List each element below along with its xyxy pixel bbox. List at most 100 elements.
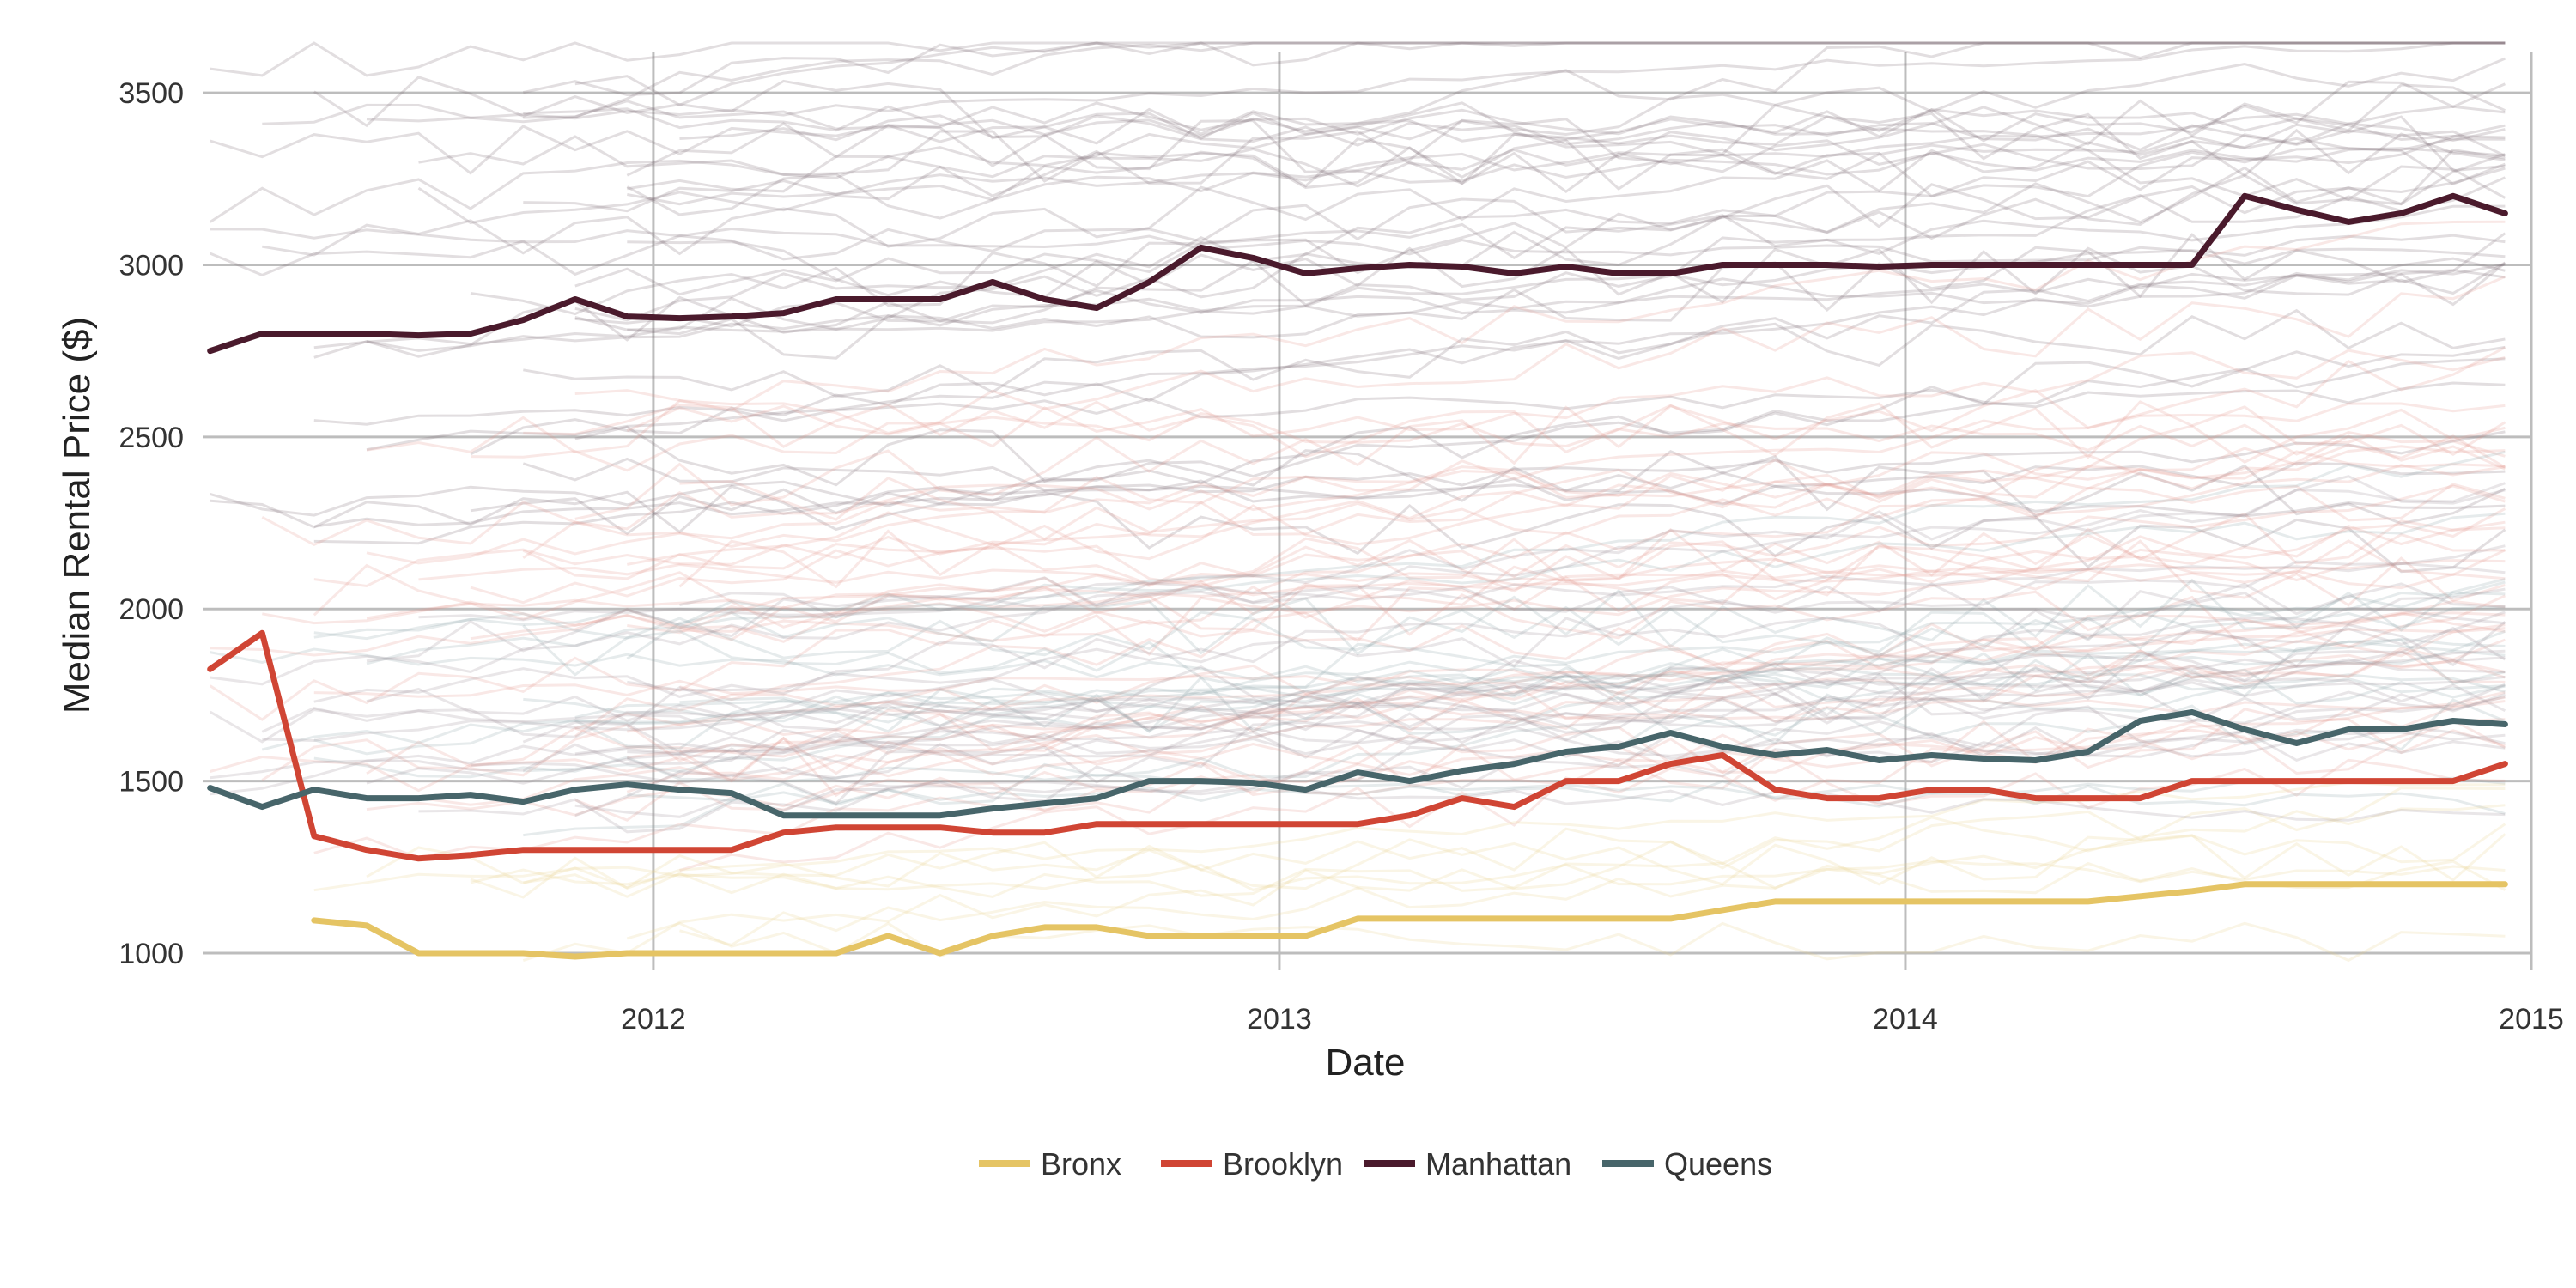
background-line xyxy=(470,153,2506,316)
background-line xyxy=(523,100,2506,142)
background-line xyxy=(366,263,2506,452)
background-line xyxy=(522,483,2506,559)
series-line-bronx xyxy=(311,881,2508,960)
background-line xyxy=(626,621,2506,732)
x-axis-title: Date xyxy=(1326,1042,1406,1084)
background-line xyxy=(574,261,2506,328)
background-line xyxy=(678,719,2506,783)
background-line xyxy=(366,833,2506,890)
background-line xyxy=(523,400,2506,459)
legend-item-bronx: Bronx xyxy=(979,1146,1121,1182)
legend-item-queens: Queens xyxy=(1602,1146,1772,1182)
background-line xyxy=(366,638,2506,775)
background-line xyxy=(627,587,2506,761)
y-tick-label: 3000 xyxy=(118,249,184,282)
x-tick-label: 2013 xyxy=(1247,1003,1312,1036)
background-line xyxy=(210,647,2506,694)
background-line xyxy=(522,624,2506,705)
background-line xyxy=(470,345,2506,536)
background-line xyxy=(418,599,2506,806)
background-line xyxy=(210,118,2506,175)
background-line xyxy=(210,167,2506,277)
legend-label: Queens xyxy=(1664,1146,1772,1182)
background-line xyxy=(574,41,2506,106)
background-line xyxy=(679,823,2506,947)
background-line xyxy=(210,651,2506,780)
background-line xyxy=(627,728,2506,763)
background-line xyxy=(366,41,2506,123)
background-line xyxy=(313,450,2506,588)
background-line xyxy=(262,649,2506,743)
background-line xyxy=(626,578,2506,660)
background-line xyxy=(313,696,2506,860)
background-line xyxy=(313,269,2506,349)
background-line xyxy=(366,672,2506,722)
background-line xyxy=(209,57,2506,223)
background-neighborhood-lines xyxy=(209,41,2506,963)
background-line xyxy=(523,693,2506,751)
background-line xyxy=(366,204,2506,358)
background-line xyxy=(261,649,2506,781)
background-line xyxy=(262,41,2506,125)
background-line xyxy=(574,638,2506,750)
background-line xyxy=(366,559,2506,620)
background-line xyxy=(470,257,2506,456)
background-line xyxy=(574,725,2506,818)
background-line xyxy=(210,611,2506,796)
legend: Bronx Brooklyn Manhattan Queens xyxy=(979,1146,1772,1182)
background-line xyxy=(574,176,2506,296)
background-line xyxy=(574,425,2506,526)
background-line xyxy=(313,659,2506,698)
background-line xyxy=(523,673,2506,837)
background-line xyxy=(210,227,2506,265)
background-line xyxy=(313,234,2506,359)
background-line xyxy=(418,683,2506,834)
y-tick-label: 1500 xyxy=(118,766,184,799)
background-line xyxy=(574,675,2506,756)
background-line xyxy=(522,720,2506,762)
borough-series-lines xyxy=(207,192,2508,960)
background-line xyxy=(626,921,2506,963)
legend-label: Bronx xyxy=(1041,1146,1121,1182)
background-line xyxy=(366,475,2506,663)
background-line xyxy=(210,41,2506,77)
x-tick-label: 2012 xyxy=(621,1003,686,1036)
series-line-manhattan xyxy=(207,192,2508,355)
background-line xyxy=(210,736,2506,810)
background-line xyxy=(627,147,2506,206)
background-line xyxy=(522,538,2506,607)
background-line xyxy=(366,275,2506,454)
background-line xyxy=(523,105,2506,157)
background-line xyxy=(523,860,2506,899)
background-line xyxy=(626,404,2506,458)
legend-item-brooklyn: Brooklyn xyxy=(1161,1146,1343,1182)
background-line xyxy=(574,124,2506,322)
background-line xyxy=(210,464,2506,657)
background-line xyxy=(313,781,2506,892)
background-line xyxy=(679,581,2506,622)
background-line xyxy=(261,445,2506,546)
background-line xyxy=(470,349,2506,472)
background-line xyxy=(209,512,2506,721)
legend-label: Manhattan xyxy=(1425,1146,1571,1182)
x-tick-label: 2014 xyxy=(1873,1003,1938,1036)
background-line xyxy=(679,434,2506,521)
background-line xyxy=(470,804,2506,899)
background-line xyxy=(679,114,2506,154)
background-line xyxy=(627,165,2506,331)
y-tick-label: 2500 xyxy=(118,422,184,454)
background-line xyxy=(470,532,2506,641)
background-line xyxy=(574,627,2506,730)
y-axis-ticks: 1000 1500 2000 2500 3000 3500 xyxy=(118,77,184,970)
background-line xyxy=(313,357,2506,545)
x-axis-ticks: 2012 2013 2014 2015 xyxy=(621,1003,2564,1036)
background-line xyxy=(522,457,2506,518)
background-line xyxy=(523,578,2506,773)
background-line xyxy=(574,594,2506,738)
background-line xyxy=(626,41,2506,177)
background-line xyxy=(627,434,2506,566)
background-line xyxy=(210,461,2506,517)
background-line xyxy=(313,604,2506,659)
background-line xyxy=(470,762,2506,822)
